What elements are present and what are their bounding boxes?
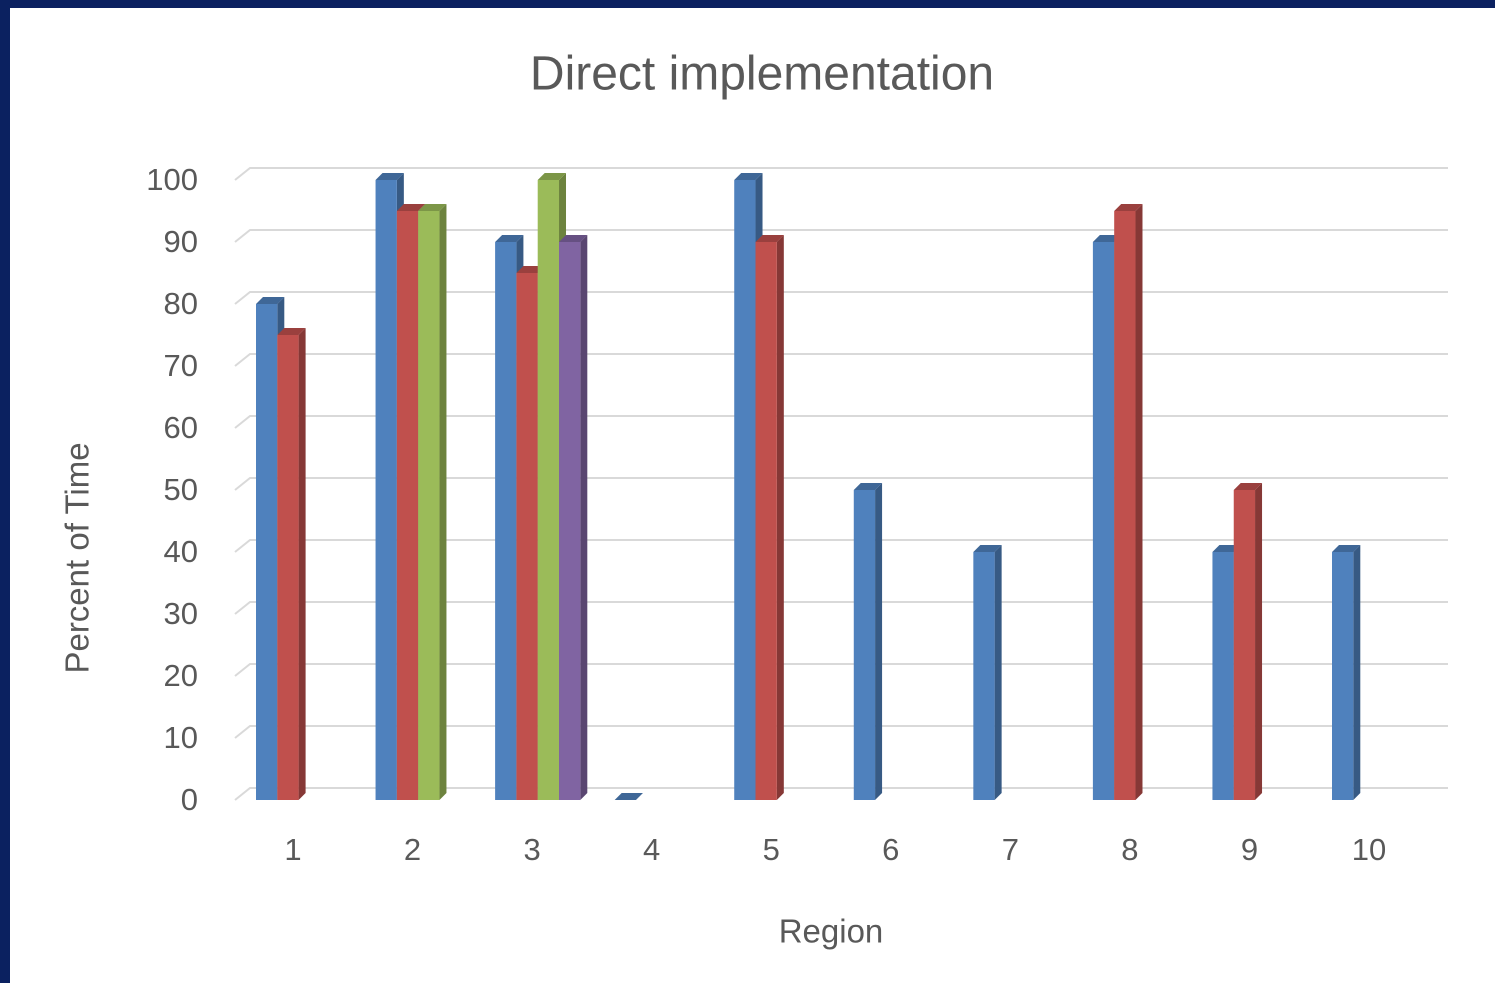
bar-top [375,173,404,180]
bar-front [1233,490,1256,800]
grid-line [234,663,1448,677]
bar-front [256,304,278,800]
bar-front [396,211,419,800]
bar [755,235,784,800]
bar [1233,483,1263,800]
grid-line [234,539,1448,553]
bar-top [734,173,763,180]
bar-front [1212,552,1234,800]
bar-side [994,545,1002,800]
bar-front [734,180,756,800]
bar-top [256,297,285,304]
bar-side [439,204,447,800]
bar [277,328,306,800]
bar-front [1114,211,1136,800]
bar-top [614,793,643,800]
x-tick-label: 8 [1121,832,1138,867]
bar [1114,204,1143,800]
bar-front [495,242,517,800]
y-tick-label: 30 [164,596,198,631]
bar-top [418,204,447,211]
bar-top [495,235,524,242]
bar [973,545,1002,800]
x-tick-label: 5 [763,832,780,867]
bar-front [418,211,440,800]
chart-title: Direct implementation [530,48,994,101]
x-tick-label: 2 [404,832,421,867]
y-axis-title: Percent of Time [59,442,96,673]
y-tick-label: 80 [164,286,198,321]
grid-line [234,167,1448,181]
bar-top [1092,235,1122,242]
bar [614,793,643,800]
bar-top [1332,545,1361,552]
bar-front [537,180,560,800]
bar [559,235,588,800]
bar-front [516,273,538,800]
y-tick-label: 10 [164,720,198,755]
x-tick-label: 1 [284,832,301,867]
grid-line [234,725,1448,739]
x-tick-label: 7 [1002,832,1019,867]
bar-top [537,173,567,180]
grid-line [234,787,1448,801]
x-tick-label: 10 [1352,832,1386,867]
bar-front [853,490,876,800]
grid-line [234,601,1448,615]
bar-side [875,483,883,800]
x-axis-title: Region [779,913,884,950]
bar-side [298,328,306,800]
bar-top [396,204,426,211]
y-tick-label: 20 [164,658,198,693]
bar-side [1255,483,1263,800]
bar [1332,545,1361,800]
x-tick-label: 9 [1241,832,1258,867]
bar-top [853,483,883,490]
bar-top [1114,204,1143,211]
x-tick-label: 4 [643,832,660,867]
x-tick-label: 3 [523,832,540,867]
bar-front [559,242,581,800]
bar-side [1353,545,1361,800]
grid-line [234,477,1448,491]
grid-line [234,415,1448,429]
bar-top [1233,483,1263,490]
bar-side [580,235,588,800]
y-tick-label: 0 [181,782,198,817]
x-tick-label: 6 [882,832,899,867]
bar-side [776,235,784,800]
bar-front [1092,242,1115,800]
bar-top [277,328,306,335]
bar-top [755,235,784,242]
y-tick-label: 70 [164,348,198,383]
bar-top [973,545,1002,552]
y-tick-label: 100 [146,162,198,197]
bar-side [1135,204,1143,800]
y-tick-label: 90 [164,224,198,259]
grid-line [234,291,1448,305]
bar-front [1332,552,1354,800]
bar-top [516,266,545,273]
y-tick-label: 60 [164,410,198,445]
y-tick-label: 50 [164,472,198,507]
grid-line [234,229,1448,243]
bar-top [1212,545,1241,552]
y-tick-label: 40 [164,534,198,569]
bar [853,483,883,800]
bar-front [277,335,299,800]
bar-front [375,180,397,800]
bar [418,204,447,800]
bar-front [973,552,995,800]
bar-top [559,235,588,242]
grid-line [234,353,1448,367]
bar-front [755,242,777,800]
